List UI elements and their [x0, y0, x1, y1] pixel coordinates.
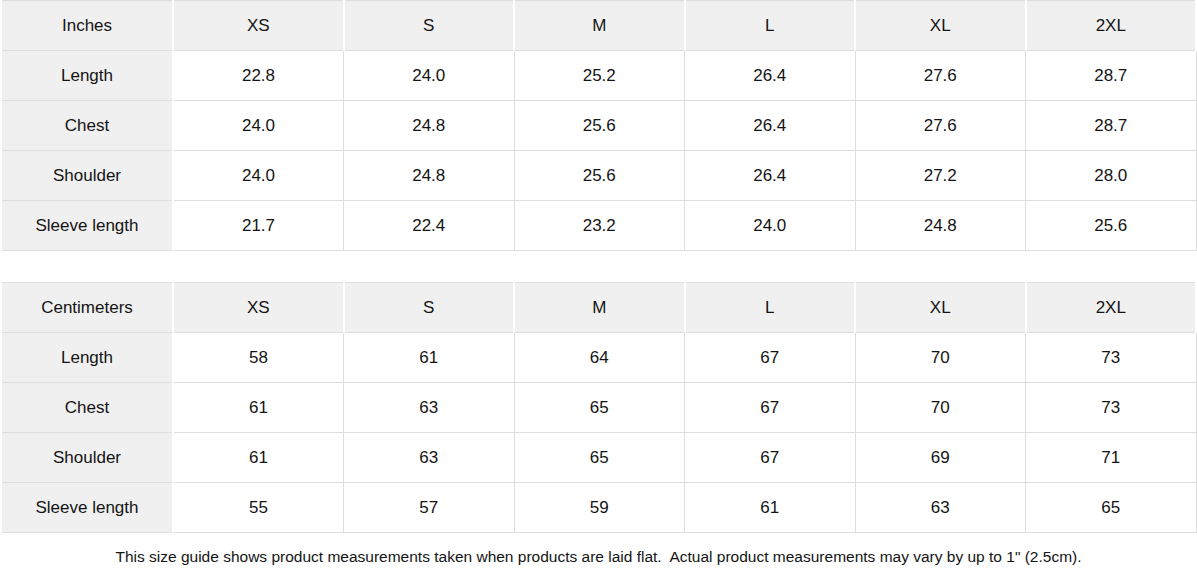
size-guide-panel: Inches XS S M L XL 2XL Length 22.8 24.0 …: [0, 0, 1197, 580]
measurement-value-cell: 24.0: [173, 151, 344, 201]
table-header-row: Centimeters XS S M L XL 2XL: [1, 283, 1196, 333]
measurement-value-cell: 27.2: [855, 151, 1026, 201]
size-table-inches: Inches XS S M L XL 2XL Length 22.8 24.0 …: [0, 0, 1197, 251]
measurement-value-cell: 27.6: [855, 51, 1026, 101]
measurement-value-cell: 65: [514, 433, 685, 483]
measurement-value-cell: 71: [1026, 433, 1197, 483]
measurement-value-cell: 69: [855, 433, 1026, 483]
measurement-value-cell: 24.0: [344, 51, 515, 101]
size-column-header: M: [514, 283, 685, 333]
size-column-header: XL: [855, 283, 1026, 333]
measurement-value-cell: 65: [1026, 483, 1197, 533]
measurement-value-cell: 24.0: [685, 201, 856, 251]
measurement-value-cell: 61: [344, 333, 515, 383]
measurement-value-cell: 23.2: [514, 201, 685, 251]
measurement-value-cell: 73: [1026, 333, 1197, 383]
measurement-value-cell: 24.8: [855, 201, 1026, 251]
size-column-header: XL: [855, 1, 1026, 51]
table-row: Chest 24.0 24.8 25.6 26.4 27.6 28.7: [1, 101, 1196, 151]
measurement-value-cell: 61: [685, 483, 856, 533]
size-column-header: M: [514, 1, 685, 51]
measurement-value-cell: 73: [1026, 383, 1197, 433]
measurement-label-cell: Length: [1, 333, 173, 383]
measurement-value-cell: 57: [344, 483, 515, 533]
size-column-header: 2XL: [1026, 1, 1197, 51]
measurement-value-cell: 59: [514, 483, 685, 533]
measurement-value-cell: 25.6: [514, 151, 685, 201]
unit-header-cell: Inches: [1, 1, 173, 51]
measurement-value-cell: 58: [173, 333, 344, 383]
table-header-row: Inches XS S M L XL 2XL: [1, 1, 1196, 51]
table-row: Length 58 61 64 67 70 73: [1, 333, 1196, 383]
size-column-header: XS: [173, 283, 344, 333]
size-column-header: S: [344, 283, 515, 333]
table-row: Sleeve length 55 57 59 61 63 65: [1, 483, 1196, 533]
measurement-value-cell: 67: [685, 333, 856, 383]
measurement-value-cell: 28.0: [1026, 151, 1197, 201]
size-column-header: S: [344, 1, 515, 51]
size-column-header: L: [685, 1, 856, 51]
measurement-label-cell: Chest: [1, 101, 173, 151]
table-row: Sleeve length 21.7 22.4 23.2 24.0 24.8 2…: [1, 201, 1196, 251]
size-guide-note: This size guide shows product measuremen…: [0, 533, 1197, 580]
measurement-value-cell: 25.6: [514, 101, 685, 151]
measurement-value-cell: 27.6: [855, 101, 1026, 151]
measurement-value-cell: 67: [685, 433, 856, 483]
size-column-header: XS: [173, 1, 344, 51]
size-column-header: L: [685, 283, 856, 333]
measurement-value-cell: 26.4: [685, 101, 856, 151]
measurement-value-cell: 25.6: [1026, 201, 1197, 251]
measurement-value-cell: 21.7: [173, 201, 344, 251]
measurement-value-cell: 28.7: [1026, 51, 1197, 101]
table-row: Chest 61 63 65 67 70 73: [1, 383, 1196, 433]
measurement-value-cell: 24.0: [173, 101, 344, 151]
measurement-value-cell: 67: [685, 383, 856, 433]
table-spacer: [0, 251, 1197, 282]
measurement-value-cell: 70: [855, 383, 1026, 433]
measurement-value-cell: 22.8: [173, 51, 344, 101]
measurement-value-cell: 70: [855, 333, 1026, 383]
measurement-label-cell: Chest: [1, 383, 173, 433]
measurement-value-cell: 22.4: [344, 201, 515, 251]
measurement-label-cell: Length: [1, 51, 173, 101]
measurement-value-cell: 64: [514, 333, 685, 383]
measurement-value-cell: 63: [344, 433, 515, 483]
measurement-value-cell: 65: [514, 383, 685, 433]
measurement-value-cell: 26.4: [685, 151, 856, 201]
measurement-label-cell: Shoulder: [1, 151, 173, 201]
table-row: Shoulder 24.0 24.8 25.6 26.4 27.2 28.0: [1, 151, 1196, 201]
measurement-value-cell: 24.8: [344, 151, 515, 201]
measurement-value-cell: 61: [173, 433, 344, 483]
measurement-value-cell: 61: [173, 383, 344, 433]
size-column-header: 2XL: [1026, 283, 1197, 333]
measurement-label-cell: Sleeve length: [1, 483, 173, 533]
measurement-value-cell: 26.4: [685, 51, 856, 101]
measurement-value-cell: 24.8: [344, 101, 515, 151]
measurement-label-cell: Shoulder: [1, 433, 173, 483]
measurement-label-cell: Sleeve length: [1, 201, 173, 251]
size-table-centimeters: Centimeters XS S M L XL 2XL Length 58 61…: [0, 282, 1197, 533]
measurement-value-cell: 55: [173, 483, 344, 533]
measurement-value-cell: 28.7: [1026, 101, 1197, 151]
unit-header-cell: Centimeters: [1, 283, 173, 333]
measurement-value-cell: 63: [855, 483, 1026, 533]
table-row: Length 22.8 24.0 25.2 26.4 27.6 28.7: [1, 51, 1196, 101]
measurement-value-cell: 63: [344, 383, 515, 433]
table-row: Shoulder 61 63 65 67 69 71: [1, 433, 1196, 483]
measurement-value-cell: 25.2: [514, 51, 685, 101]
